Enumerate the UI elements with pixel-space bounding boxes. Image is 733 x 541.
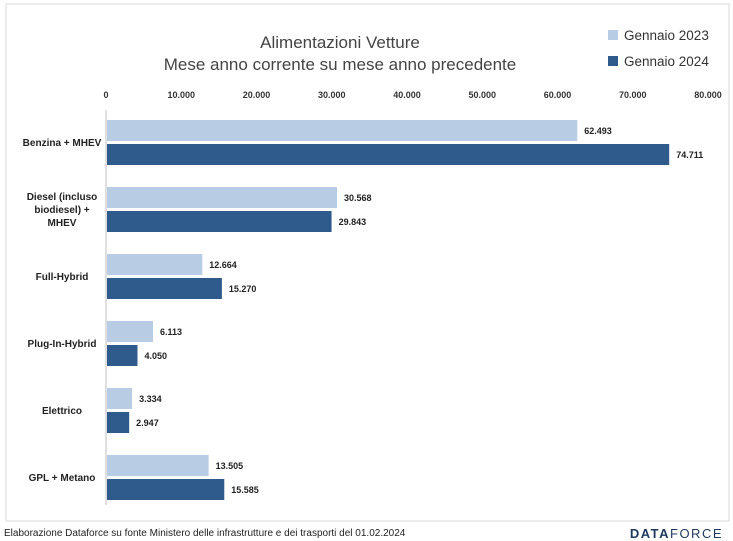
category-labels: Benzina + MHEV Diesel (incluso biodiesel) … bbox=[23, 138, 102, 484]
category-label-line: GPL + Metano bbox=[29, 473, 96, 484]
data-label: 3.334 bbox=[139, 394, 162, 404]
category-label: Full-Hybrid bbox=[36, 272, 89, 283]
data-label: 30.568 bbox=[344, 193, 372, 203]
bars bbox=[105, 110, 670, 505]
data-label: 29.843 bbox=[339, 217, 367, 227]
brand-logo: DATAFORCE bbox=[630, 526, 723, 541]
legend-swatch bbox=[608, 30, 618, 40]
bar bbox=[107, 479, 225, 500]
data-label: 6.113 bbox=[160, 327, 182, 337]
data-labels: 62.493 74.711 30.568 29.843 12.664 15.270 6.11… bbox=[136, 126, 703, 495]
data-label: 15.585 bbox=[231, 485, 259, 495]
legend-label: Gennaio 2023 bbox=[624, 28, 709, 43]
bar bbox=[107, 321, 154, 342]
data-label: 2.947 bbox=[136, 418, 159, 428]
bar bbox=[107, 254, 203, 275]
x-tick-label: 50.000 bbox=[468, 90, 496, 100]
x-tick-label: 70.000 bbox=[619, 90, 647, 100]
x-tick-label: 60.000 bbox=[544, 90, 572, 100]
x-tick-label: 40.000 bbox=[393, 90, 421, 100]
x-tick-label: 10.000 bbox=[167, 90, 195, 100]
category-label: Diesel (incluso biodiesel) + MHEV bbox=[27, 192, 98, 229]
chart-title: Alimentazioni Vetture bbox=[260, 33, 420, 52]
data-label: 62.493 bbox=[584, 126, 612, 136]
data-label: 74.711 bbox=[676, 150, 703, 160]
category-label: Plug-In-Hybrid bbox=[28, 339, 97, 350]
category-label-line: Benzina + MHEV bbox=[23, 138, 102, 149]
category-label-line: Diesel (incluso bbox=[27, 192, 98, 203]
bar bbox=[107, 120, 578, 141]
legend-label: Gennaio 2024 bbox=[624, 54, 709, 69]
data-label: 12.664 bbox=[209, 260, 237, 270]
bar bbox=[107, 455, 209, 476]
category-label: Benzina + MHEV bbox=[23, 138, 102, 149]
brand-part2: FORCE bbox=[670, 526, 723, 541]
brand-part1: DATA bbox=[629, 526, 670, 541]
x-tick-label: 0 bbox=[103, 90, 108, 100]
bar bbox=[107, 278, 222, 299]
x-axis-ticks: 0 10.000 20.000 30.000 40.000 50.000 60.000 70.… bbox=[103, 90, 721, 100]
bar bbox=[107, 187, 338, 208]
bar bbox=[107, 388, 133, 409]
bar bbox=[107, 412, 130, 433]
category-label-line: Full-Hybrid bbox=[36, 272, 89, 283]
data-label: 4.050 bbox=[144, 351, 167, 361]
x-tick-label: 20.000 bbox=[243, 90, 271, 100]
data-label: 15.270 bbox=[229, 284, 257, 294]
source-note: Elaborazione Dataforce su fonte Minister… bbox=[4, 528, 406, 539]
category-label-line: Plug-In-Hybrid bbox=[28, 339, 97, 350]
x-tick-label: 30.000 bbox=[318, 90, 346, 100]
category-label-line: MHEV bbox=[48, 218, 77, 229]
category-label-line: biodiesel) + bbox=[34, 205, 89, 216]
category-label: GPL + Metano bbox=[29, 473, 96, 484]
bar bbox=[107, 144, 670, 165]
x-tick-label: 80.000 bbox=[694, 90, 722, 100]
category-label: Elettrico bbox=[42, 406, 82, 417]
data-label: 13.505 bbox=[216, 461, 244, 471]
chart-subtitle: Mese anno corrente su mese anno preceden… bbox=[164, 55, 517, 74]
category-label-line: Elettrico bbox=[42, 406, 82, 417]
bar bbox=[107, 211, 332, 232]
bar bbox=[107, 345, 138, 366]
legend: Gennaio 2023 Gennaio 2024 bbox=[608, 28, 709, 69]
legend-swatch bbox=[608, 56, 618, 66]
